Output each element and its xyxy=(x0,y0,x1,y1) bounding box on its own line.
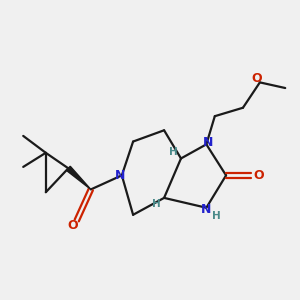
Text: O: O xyxy=(253,169,264,182)
Text: N: N xyxy=(201,203,212,216)
Polygon shape xyxy=(66,166,91,189)
Text: O: O xyxy=(252,72,262,85)
Text: H: H xyxy=(212,211,220,220)
Text: H: H xyxy=(152,199,161,209)
Text: H: H xyxy=(169,147,178,157)
Text: N: N xyxy=(115,169,126,182)
Text: O: O xyxy=(67,219,78,232)
Text: N: N xyxy=(202,136,213,149)
